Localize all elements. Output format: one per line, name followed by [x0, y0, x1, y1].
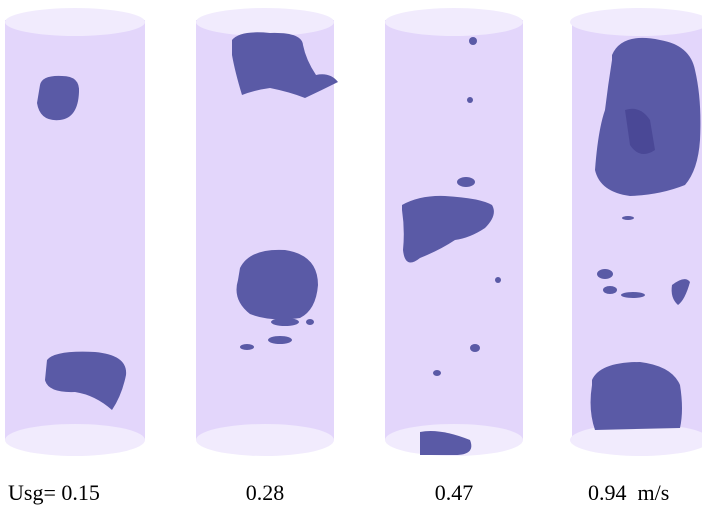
panel-label: 0.94 m/s — [588, 480, 669, 505]
panel-label: Usg= 0.15 — [8, 480, 100, 505]
cylinder — [5, 8, 145, 456]
cylinder — [570, 8, 702, 456]
page: Usg= 0.15 0.28 0.47 0.94 m/s (() => { co… — [0, 0, 702, 507]
figure: Usg= 0.15 0.28 0.47 0.94 m/s — [0, 0, 702, 507]
cylinder — [385, 8, 523, 456]
cylinder — [196, 8, 338, 456]
panel-label: 0.47 — [435, 480, 474, 505]
panel-label: 0.28 — [246, 480, 285, 505]
